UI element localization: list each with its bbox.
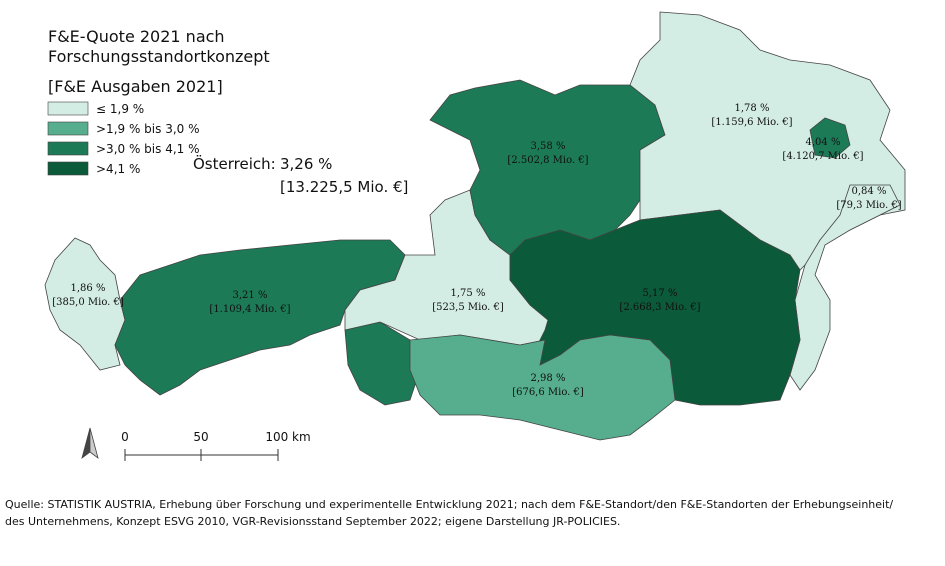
region [409, 334, 676, 441]
legend-swatch [47, 161, 89, 176]
scale-label: 50 [193, 430, 208, 444]
region-quote: 3,21 % [233, 290, 268, 301]
region-quote: 3,58 % [531, 141, 566, 152]
source: Quelle: STATISTIK AUSTRIA, Erhebung über… [5, 498, 893, 511]
scale-bar: 0 50 100 km [121, 430, 311, 461]
regions [44, 11, 906, 441]
scale-label: 100 km [265, 430, 310, 444]
source: des Unternehmens, Konzept ESVG 2010, VGR… [5, 515, 620, 528]
region [509, 209, 801, 406]
region [44, 237, 126, 371]
region-amount: [1.159,6 Mio. €] [711, 117, 792, 128]
legend-swatch [47, 121, 89, 136]
subtitle: [F&E Ausgaben 2021] [48, 77, 223, 96]
legend-label: >1,9 % bis 3,0 % [96, 122, 200, 136]
region-quote: 1,78 % [735, 103, 770, 114]
title: F&E-Quote 2021 nach [48, 27, 225, 46]
region-amount: [676,6 Mio. €] [512, 387, 584, 398]
austria-amount: [13.225,5 Mio. €] [280, 178, 408, 196]
region [789, 184, 901, 391]
region [114, 239, 406, 396]
legend-label: >3,0 % bis 4,1 % [96, 142, 200, 156]
region-quote: 4,04 % [806, 137, 841, 148]
region-quote: 1,86 % [71, 283, 106, 294]
region-amount: [2.502,8 Mio. €] [507, 155, 588, 166]
region-quote: 2,98 % [531, 373, 566, 384]
region-amount: [523,5 Mio. €] [432, 302, 504, 313]
region [344, 321, 421, 406]
region-amount: [385,0 Mio. €] [52, 297, 124, 308]
region-quote: 5,17 % [643, 288, 678, 299]
region-quote: 0,84 % [852, 186, 887, 197]
scale-label: 0 [121, 430, 129, 444]
legend-swatch [47, 101, 89, 116]
region-amount: [79,3 Mio. €] [836, 200, 901, 211]
region-amount: [4.120,7 Mio. €] [782, 151, 863, 162]
region [809, 117, 851, 159]
north-arrow [81, 427, 99, 460]
title: Forschungsstandortkonzept [48, 47, 270, 66]
austria-quote: 3,26 % [280, 155, 332, 173]
region-quote: 1,75 % [451, 288, 486, 299]
legend-label: >4,1 % [96, 162, 140, 176]
legend-swatch [47, 141, 89, 156]
region [429, 79, 666, 256]
austria-label: Österreich: [193, 154, 276, 173]
region-amount: [1.109,4 Mio. €] [209, 304, 290, 315]
legend-label: ≤ 1,9 % [96, 102, 144, 116]
region-amount: [2.668,3 Mio. €] [619, 302, 700, 313]
